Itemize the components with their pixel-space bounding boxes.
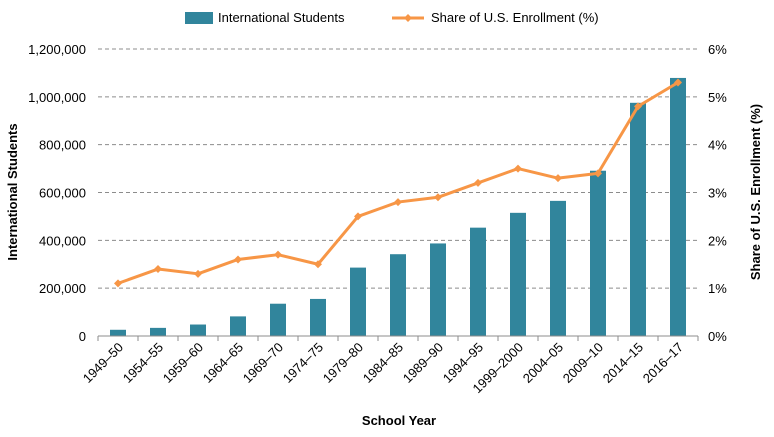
y-left-axis-title: International Students [5,123,20,260]
y-left-tick-label: 400,000 [39,233,86,248]
share-point [154,265,162,274]
bar [590,170,606,336]
bar [150,327,166,336]
y-right-axis-title: Share of U.S. Enrollment (%) [748,104,763,280]
share-point [114,279,122,288]
x-axis-title: School Year [362,413,436,428]
y-right-tick-labels: 0% 1% 2% 3% 4% 5% 6% [708,42,727,344]
share-point [634,102,642,111]
share-point [514,164,522,173]
y-right-tick-label: 4% [708,138,727,153]
y-left-tick-label: 200,000 [39,281,86,296]
x-tick-label: 1984–85 [360,340,406,386]
bar [350,267,366,336]
bar [310,298,326,336]
x-tick-label: 1949–50 [80,340,126,386]
bar [230,316,246,336]
y-right-tick-label: 6% [708,42,727,57]
share-point [474,178,482,187]
bar [470,227,486,336]
bar [510,212,526,336]
bar [270,303,286,336]
legend-marker-share [404,14,412,22]
y-left-tick-labels: 0 200,000 400,000 600,000 800,000 1,000,000 1,… [28,42,86,344]
legend-label-international-students: International Students [218,10,345,25]
gridlines [98,48,698,289]
y-left-tick-label: 800,000 [39,138,86,153]
x-tick-label: 1974–75 [280,340,326,386]
share-point [594,169,602,178]
y-left-tick-label: 1,200,000 [28,42,86,57]
y-right-tick-label: 3% [708,186,727,201]
y-right-tick-label: 2% [708,233,727,248]
x-tick-labels: 1949–501954–551959–601964–651969–701974–… [80,340,686,397]
share-point [354,212,362,221]
y-right-tick-label: 0% [708,329,727,344]
y-left-tick-label: 0 [79,329,86,344]
legend: International Students Share of U.S. Enr… [185,10,599,25]
share-point [394,198,402,207]
y-left-tick-label: 1,000,000 [28,90,86,105]
bar [390,254,406,336]
x-tick-label: 1964–65 [200,340,246,386]
x-tick-label: 1959–60 [160,340,206,386]
axes [97,335,699,341]
y-left-tick-label: 600,000 [39,186,86,201]
legend-swatch-international-students [185,12,213,24]
share-point [674,78,682,87]
x-tick-label: 1954–55 [120,340,166,386]
bar [190,324,206,336]
bar-series [110,77,686,337]
x-tick-label: 1989–90 [400,340,446,386]
share-point [274,250,282,259]
x-tick-label: 2009–10 [560,340,606,386]
x-tick-label: 1969–70 [240,340,286,386]
bar [550,200,566,336]
line-series [114,78,682,288]
y-right-tick-label: 5% [708,90,727,105]
bar [630,102,646,336]
x-tick-label: 2014–15 [600,340,646,386]
share-point [554,174,562,183]
y-right-tick-label: 1% [708,281,727,296]
bar [430,243,446,336]
x-tick-label: 1979–80 [320,340,366,386]
share-point [234,255,242,264]
x-tick-label: 2004–05 [520,340,566,386]
bar [110,329,126,336]
x-tick-label: 2016–17 [640,340,686,386]
share-point [434,193,442,202]
share-point [194,269,202,278]
bar [670,77,686,337]
legend-label-share: Share of U.S. Enrollment (%) [431,10,599,25]
share-point [314,260,322,269]
